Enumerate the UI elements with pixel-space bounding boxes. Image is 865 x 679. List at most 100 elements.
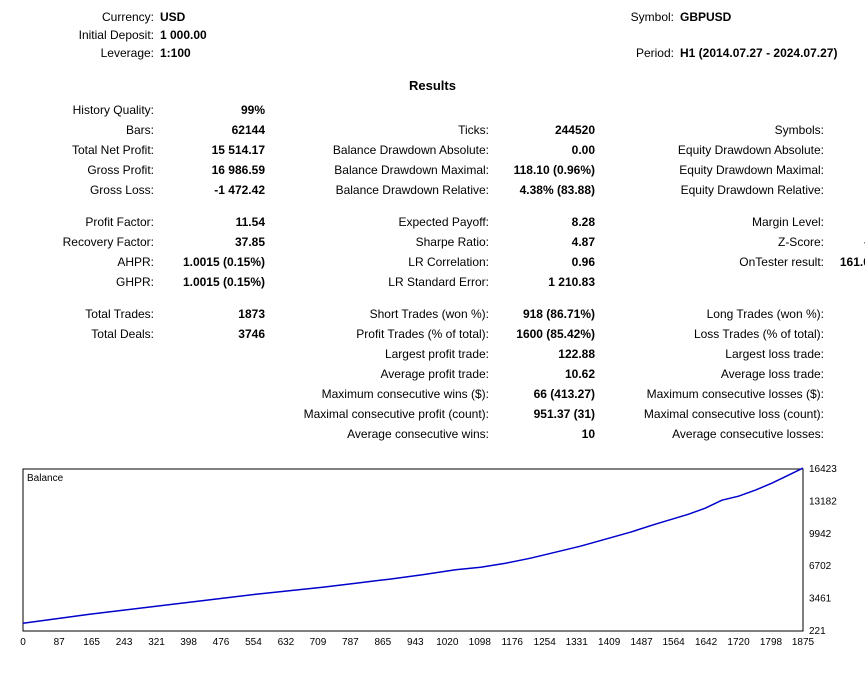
svg-text:632: 632 [278,637,295,648]
result-label: Average consecutive losses: [625,425,830,443]
svg-text:13182: 13182 [809,496,837,507]
result-label: Gross Profit: [15,161,160,179]
result-label: Symbols: [625,121,830,139]
result-row: Total Deals:3746Profit Trades (% of tota… [15,325,850,343]
result-label [15,345,160,363]
result-row: Maximum consecutive wins ($):66 (413.27)… [15,385,850,403]
result-value: 62144 [160,121,265,139]
result-label: Maximal consecutive profit (count): [295,405,495,423]
result-value: 244520 [495,121,595,139]
result-label: Bars: [15,121,160,139]
result-value: 1 210.83 [495,273,595,291]
result-label [625,101,830,119]
svg-text:165: 165 [83,637,100,648]
svg-text:554: 554 [245,637,262,648]
result-value: 0.96 [495,253,595,271]
result-value: -14.76 (99.74%) [830,233,865,251]
result-value: 7 (-48.62) [830,385,865,403]
symbol-value: GBPUSD [680,10,850,24]
result-value: 99% [160,101,265,119]
results-title: Results [15,78,850,93]
svg-text:709: 709 [310,637,327,648]
svg-text:321: 321 [148,637,165,648]
result-value: 273 (14.58%) [830,325,865,343]
result-label: Largest profit trade: [295,345,495,363]
result-value: 0.00 [495,141,595,159]
result-label: Balance Drawdown Maximal: [295,161,495,179]
result-value [830,101,865,119]
result-value: 862.02% [830,213,865,231]
result-value: 16 986.59 [160,161,265,179]
result-label: Z-Score: [625,233,830,251]
result-label: OnTester result: [625,253,830,271]
result-value: 1600 (85.42%) [495,325,595,343]
result-row: Profit Factor:11.54Expected Payoff:8.28M… [15,213,850,231]
result-row: Total Net Profit:15 514.17 Balance Drawdo… [15,141,850,159]
result-row: Average profit trade:10.62Average loss t… [15,365,850,383]
result-label: AHPR: [15,253,160,271]
svg-text:476: 476 [213,637,230,648]
balance-chart: Balance221346167029942131821642308716524… [15,461,850,661]
result-label: Average consecutive wins: [295,425,495,443]
result-value: 10 [495,425,595,443]
result-value [160,405,265,423]
result-value: 161.0989048525224 [830,253,865,271]
svg-text:398: 398 [180,637,197,648]
report-header: Currency: USD Symbol: GBPUSD Initial Dep… [15,10,850,60]
svg-text:1798: 1798 [760,637,783,648]
result-row: Total Trades:1873Short Trades (won %):91… [15,305,850,323]
result-row: Gross Loss:-1 472.42 Balance Drawdown Rel… [15,181,850,199]
result-label: Profit Factor: [15,213,160,231]
leverage-label: Leverage: [15,46,160,60]
result-value: 4.87 [495,233,595,251]
result-label: Equity Drawdown Absolute: [625,141,830,159]
result-value: 409.86 (2.64%) [830,161,865,179]
result-label [15,405,160,423]
leverage-value: 1:100 [160,46,250,60]
result-label: Total Net Profit: [15,141,160,159]
result-label: Profit Trades (% of total): [295,325,495,343]
result-label: Balance Drawdown Absolute: [295,141,495,159]
result-value: 1 [830,121,865,139]
result-label [15,365,160,383]
result-value: 15 514.17 [160,141,265,159]
result-label: Ticks: [295,121,495,139]
result-label: Average loss trade: [625,365,830,383]
result-value: 3746 [160,325,265,343]
result-label: Gross Loss: [15,181,160,199]
svg-text:243: 243 [116,637,133,648]
svg-text:1875: 1875 [792,637,815,648]
result-label: Equity Drawdown Maximal: [625,161,830,179]
result-label [15,385,160,403]
result-value: 118.10 (0.96%) [495,161,595,179]
result-value: 955 (84.19%) [830,305,865,323]
result-value: 1.0015 (0.15%) [160,253,265,271]
result-label: LR Correlation: [295,253,495,271]
result-label [15,425,160,443]
result-row: Maximal consecutive profit (count):951.3… [15,405,850,423]
svg-text:1720: 1720 [727,637,750,648]
svg-text:1254: 1254 [534,637,557,648]
result-row: Average consecutive wins:10 Average conse… [15,425,850,443]
svg-text:1642: 1642 [695,637,718,648]
result-row: History Quality:99% [15,101,850,119]
result-label: Margin Level: [625,213,830,231]
deposit-label: Initial Deposit: [15,28,160,42]
svg-text:87: 87 [54,637,66,648]
svg-text:16423: 16423 [809,464,837,475]
result-value: 951.37 (31) [495,405,595,423]
result-label: Total Trades: [15,305,160,323]
result-value: 918 (86.71%) [495,305,595,323]
result-value: 5.10 [830,141,865,159]
period-value: H1 (2014.07.27 - 2024.07.27) [680,46,850,60]
result-label [625,273,830,291]
svg-text:3461: 3461 [809,594,832,605]
currency-value: USD [160,10,250,24]
result-value: -118.10 (5) [830,405,865,423]
result-label: Maximal consecutive loss (count): [625,405,830,423]
svg-text:0: 0 [20,637,26,648]
result-row: Recovery Factor:37.85Sharpe Ratio:4.87Z-… [15,233,850,251]
result-label: Balance Drawdown Relative: [295,181,495,199]
result-value: -1 472.42 [160,181,265,199]
result-label: Loss Trades (% of total): [625,325,830,343]
